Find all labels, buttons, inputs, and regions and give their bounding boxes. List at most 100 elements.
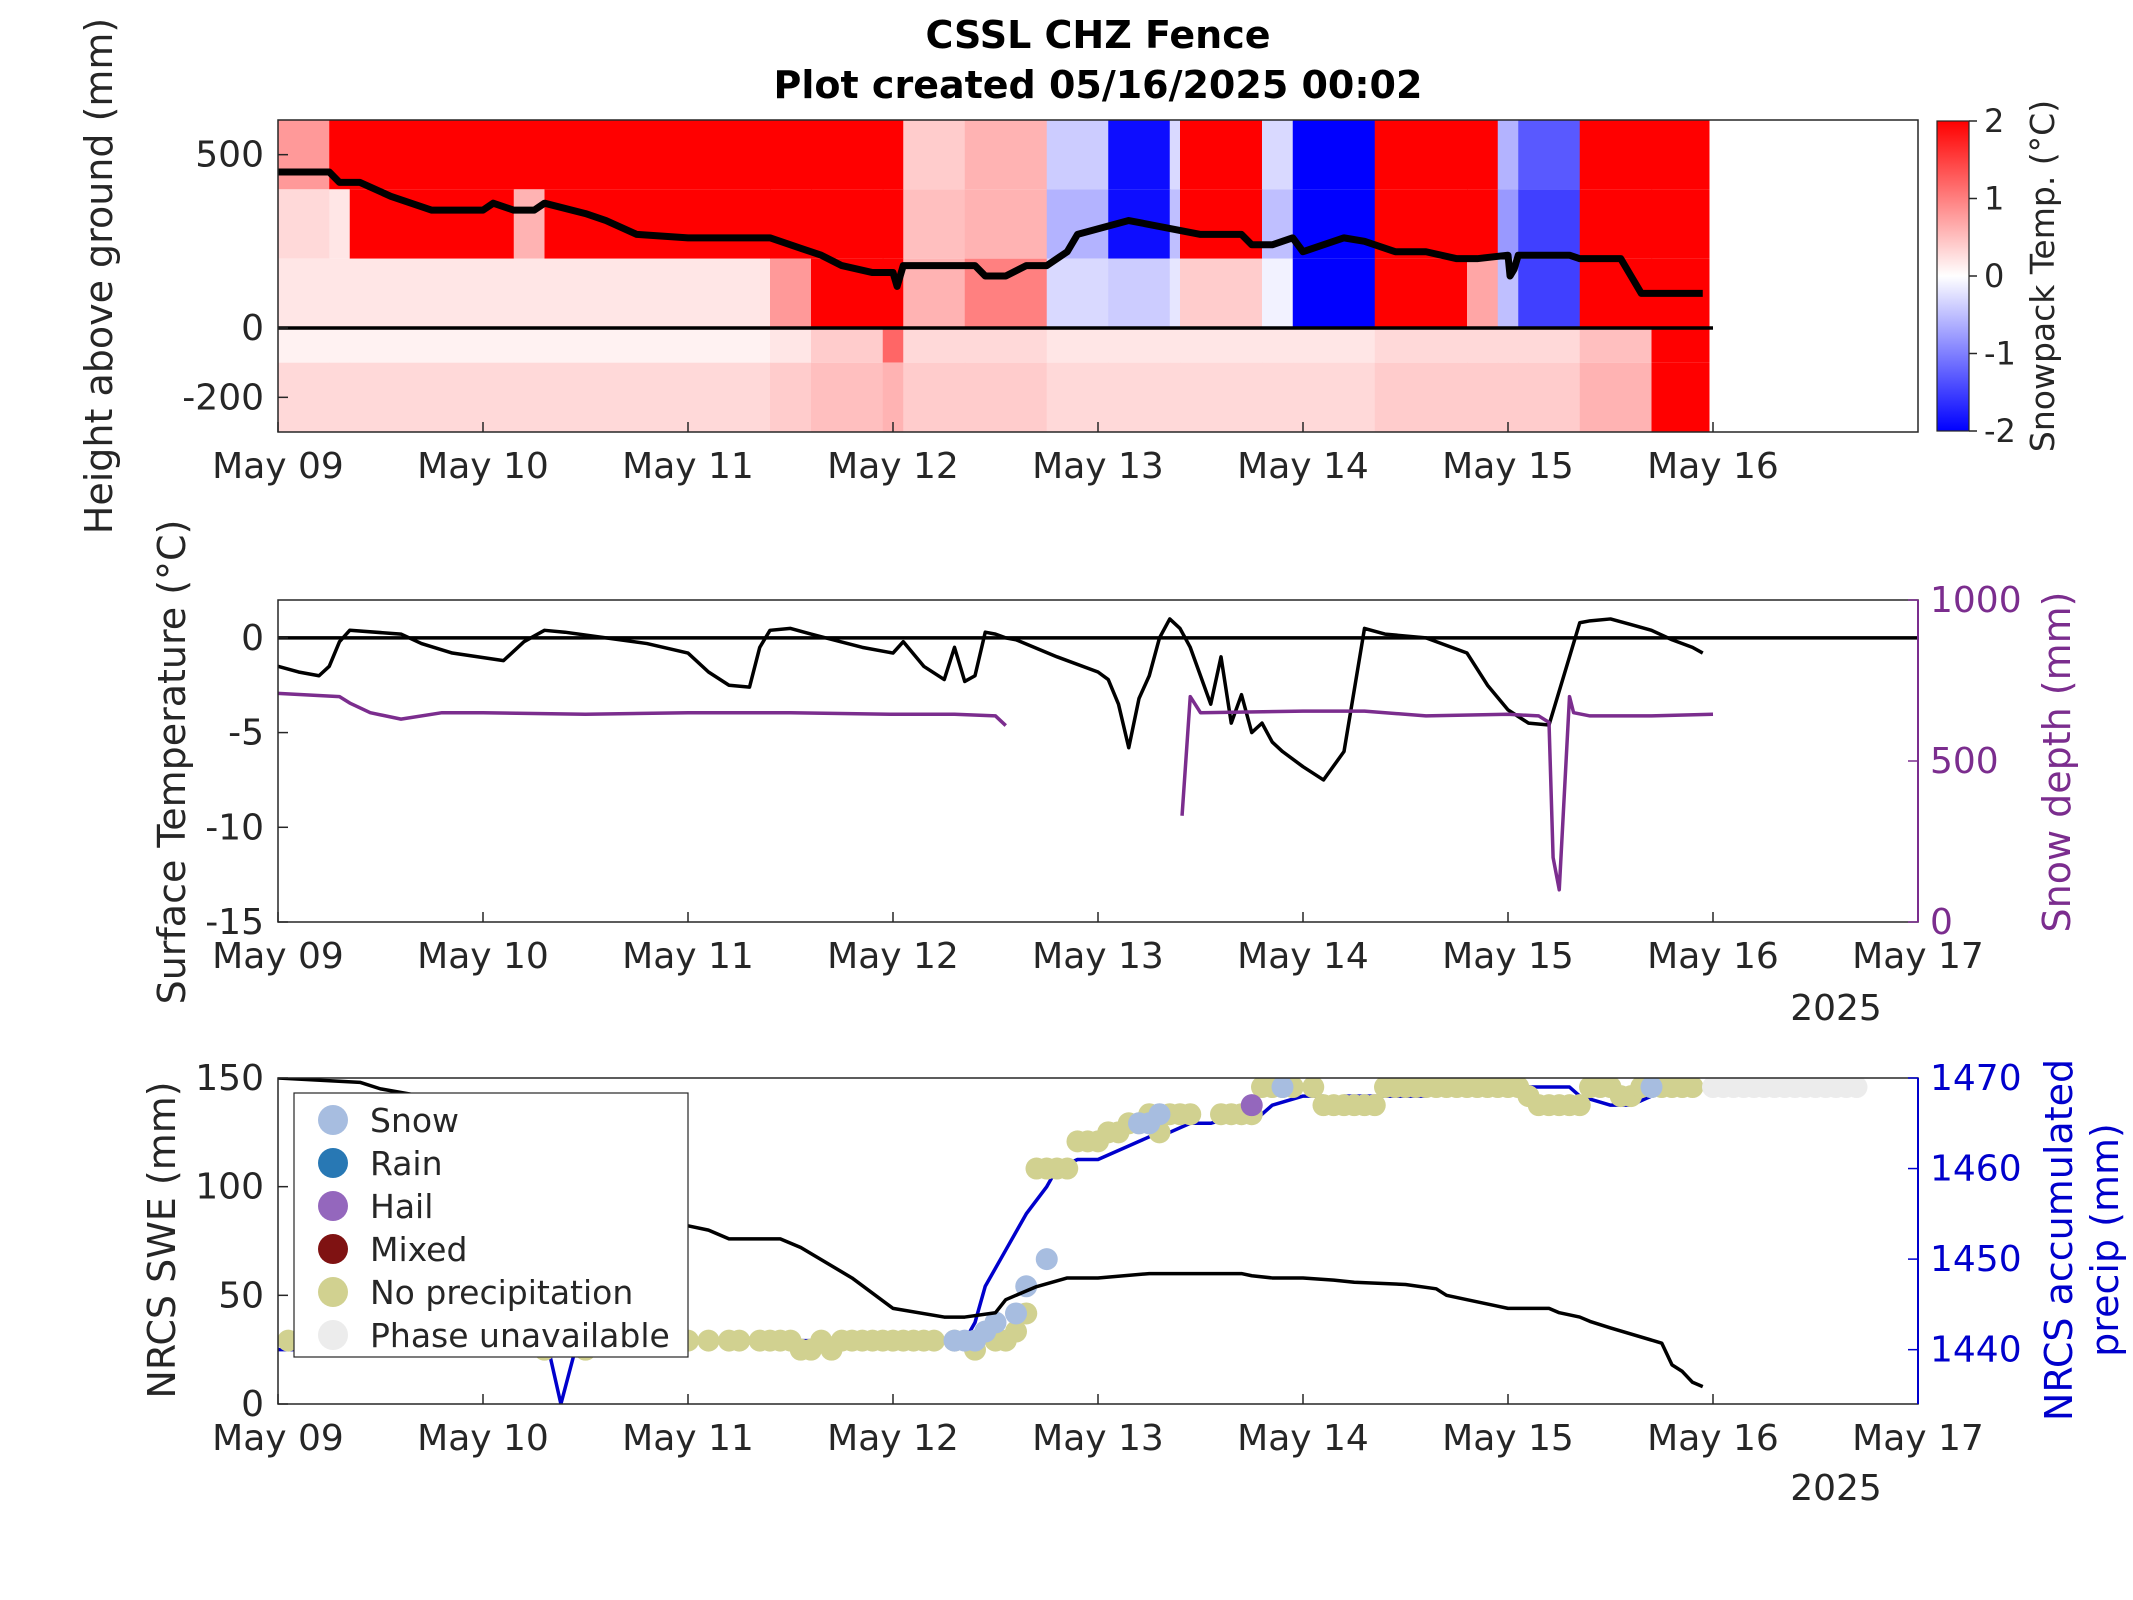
year-label: 2025 xyxy=(1790,988,1882,1029)
phase-marker xyxy=(1271,1078,1294,1099)
heat-cell xyxy=(882,189,904,259)
heat-cell xyxy=(349,120,515,190)
x-tick-label: May 17 xyxy=(1852,936,1984,977)
swe-series xyxy=(278,1078,1704,1389)
colorbar-tick-label: -2 xyxy=(1984,412,2016,450)
y2-tick-label: 1470 xyxy=(1930,1058,2022,1099)
heat-cell xyxy=(1180,258,1263,328)
heat-cell xyxy=(1169,258,1181,328)
x-tick-label: May 09 xyxy=(212,1418,344,1459)
heat-cell xyxy=(544,189,771,259)
x-tick-label: May 10 xyxy=(417,446,549,487)
heat-cell xyxy=(1292,258,1376,328)
heat-cell xyxy=(513,189,546,259)
x-tick-label: May 13 xyxy=(1032,446,1164,487)
figure-title-line1: CSSL CHZ Fence xyxy=(925,13,1270,57)
panel-snowpack-temperature: May 09 May 10 May 11 May 12 May 13 May 14 May … xyxy=(77,18,2062,535)
heat-cell xyxy=(1046,258,1109,328)
heat-cell xyxy=(1467,328,1499,363)
heat-cell xyxy=(544,328,771,363)
heat-cell xyxy=(882,362,904,432)
colorbar-tick-label: 1 xyxy=(1984,180,2004,218)
phase-marker xyxy=(1240,1094,1263,1117)
phase-marker xyxy=(1179,1103,1202,1126)
heat-cell xyxy=(349,189,515,259)
legend-label: Mixed xyxy=(370,1230,467,1269)
heat-cell xyxy=(903,120,966,190)
heat-cell xyxy=(349,328,515,363)
heat-cell xyxy=(1651,120,1710,190)
x-tick-label: May 15 xyxy=(1442,1418,1574,1459)
y-axis-label: Surface Temperature (°C) xyxy=(150,520,194,1005)
heat-cell xyxy=(1262,258,1294,328)
y2-tick-label: 1450 xyxy=(1930,1239,2022,1280)
x-tick-label: May 13 xyxy=(1032,936,1164,977)
heat-cell xyxy=(1169,362,1181,432)
heatmap-cells xyxy=(278,120,1710,432)
heat-cell xyxy=(811,362,884,432)
heat-cell xyxy=(513,328,546,363)
heat-cell xyxy=(329,258,351,328)
phase-marker xyxy=(1845,1078,1868,1099)
heat-cell xyxy=(329,120,351,190)
y-tick-label: 0 xyxy=(241,1384,264,1425)
colorbar-tick-label: 0 xyxy=(1984,257,2004,295)
legend-box xyxy=(293,1092,689,1358)
x-tick-label: May 12 xyxy=(827,936,959,977)
x-tick-label: May 11 xyxy=(622,446,754,487)
y2-tick-label: 1460 xyxy=(1930,1149,2022,1190)
colorbar-tick-label: 2 xyxy=(1984,102,2004,140)
y-axis-label: NRCS SWE (mm) xyxy=(140,1081,184,1398)
y2-axis-label-line2: precip (mm) xyxy=(2083,1123,2127,1357)
snow-depth-series xyxy=(278,691,1007,727)
phase-marker xyxy=(923,1329,945,1352)
y-tick-label: 0 xyxy=(241,618,264,659)
x-tick-label: May 09 xyxy=(212,446,344,487)
panel-surface-temperature: May 09 May 10 May 11 May 12 May 13 May 14 May … xyxy=(150,520,2079,1029)
x-tick-label: May 14 xyxy=(1237,446,1369,487)
heat-cell xyxy=(1292,120,1376,190)
heat-cell xyxy=(1180,362,1263,432)
phase-marker xyxy=(697,1329,720,1352)
heat-cell xyxy=(903,362,966,432)
phase-marker xyxy=(984,1311,1007,1334)
heat-cell xyxy=(544,258,771,328)
heat-cell xyxy=(1651,362,1710,432)
axis-ticks: May 09 May 10 May 11 May 12 May 13 May 14 May … xyxy=(205,580,2021,977)
x-tick-label: May 12 xyxy=(827,446,959,487)
heat-cell xyxy=(903,328,966,363)
heat-cell xyxy=(1651,328,1710,363)
heat-cell xyxy=(1497,189,1519,259)
heat-cell xyxy=(1467,120,1499,190)
axis-ticks: May 09 May 10 May 11 May 12 May 13 May 14 May … xyxy=(182,135,1779,487)
heat-cell xyxy=(349,362,515,432)
plot-lines xyxy=(278,617,1918,892)
legend: Snow Rain Hail Mixed No precipitation Phase u… xyxy=(293,1092,689,1358)
heat-cell xyxy=(964,120,1048,190)
heat-cell xyxy=(1180,120,1263,190)
heat-cell xyxy=(811,328,884,363)
y-tick-label: -5 xyxy=(228,713,264,754)
colorbar[interactable] xyxy=(1936,120,1970,432)
legend-marker xyxy=(318,1105,348,1135)
heat-cell xyxy=(278,328,330,363)
legend-label: No precipitation xyxy=(370,1273,633,1312)
heat-cell xyxy=(964,189,1048,259)
heat-cell xyxy=(903,258,966,328)
heat-cell xyxy=(1579,120,1653,190)
x-tick-label: May 13 xyxy=(1032,1418,1164,1459)
x-tick-label: May 15 xyxy=(1442,936,1574,977)
heat-cell xyxy=(329,328,351,363)
heat-cell xyxy=(1374,258,1468,328)
panel-nrcs-swe: May 09 May 10 May 11 May 12 May 13 May 14 May … xyxy=(140,1058,2127,1509)
heat-cell xyxy=(811,189,884,259)
heat-cell xyxy=(882,120,904,190)
legend-marker xyxy=(318,1234,348,1264)
legend-label: Snow xyxy=(370,1101,459,1140)
y2-axis-label-line1: NRCS accumulated xyxy=(2037,1059,2081,1421)
x-tick-label: May 10 xyxy=(417,936,549,977)
heat-cell xyxy=(1467,362,1499,432)
heat-cell xyxy=(811,120,884,190)
heat-cell xyxy=(1292,362,1376,432)
figure-title-line2: Plot created 05/16/2025 00:02 xyxy=(774,63,1423,107)
